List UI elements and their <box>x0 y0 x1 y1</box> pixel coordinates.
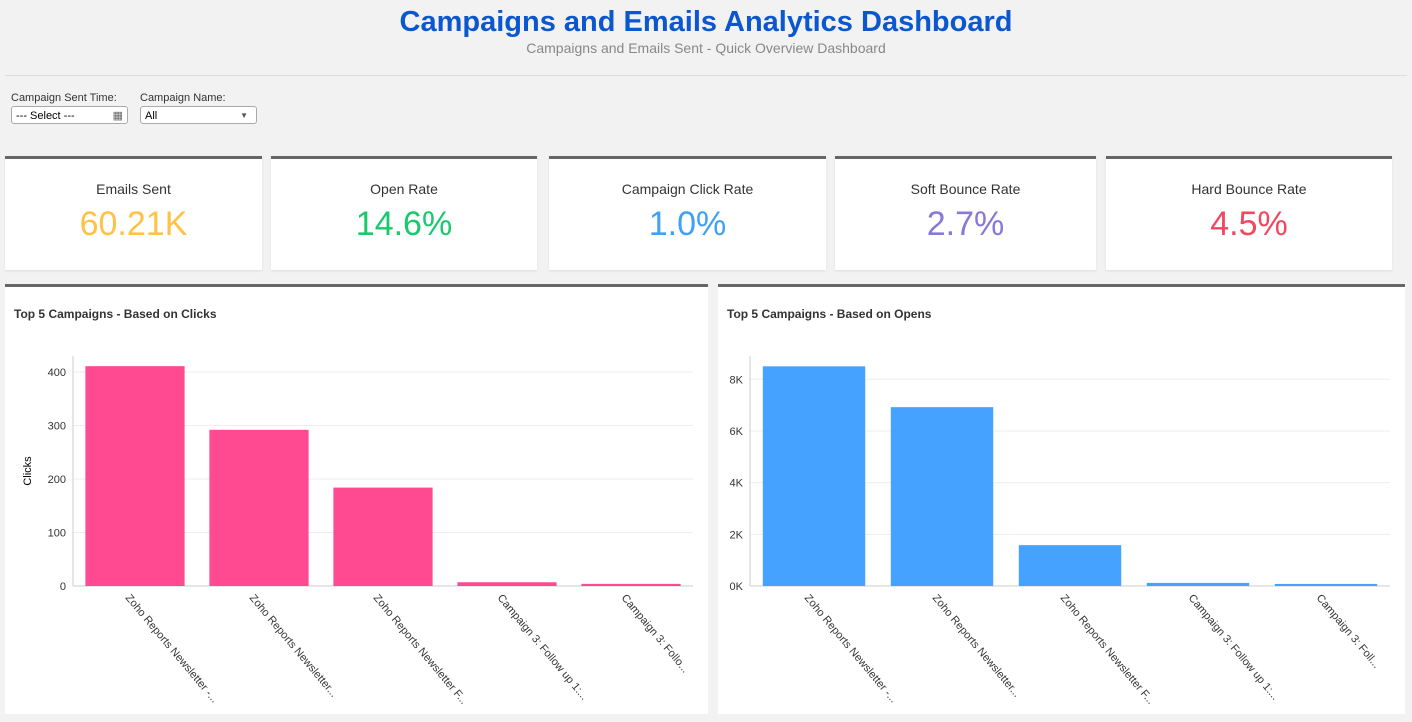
clicks-chart-panel: Top 5 Campaigns - Based on Clicks 0 100 20… <box>5 284 708 714</box>
y-tick-label: 0K <box>730 581 744 593</box>
sent-time-value: --- Select --- <box>16 110 75 122</box>
bar[interactable] <box>1146 582 1250 586</box>
x-tick-label: Zoho Reports Newsletter -... <box>123 592 221 705</box>
y-tick-label: 100 <box>48 528 66 540</box>
campaign-name-value: All <box>145 110 158 122</box>
x-tick-label: Zoho Reports Newsletter F... <box>371 592 470 706</box>
bar[interactable] <box>762 366 866 586</box>
y-tick-label: 8K <box>730 374 744 386</box>
kpi-card: Soft Bounce Rate 2.7% <box>835 156 1096 270</box>
bar[interactable] <box>209 429 309 586</box>
y-axis-label: Clicks <box>22 456 34 486</box>
sent-time-picker[interactable]: --- Select --- ▦ <box>11 106 128 124</box>
opens-chart: 0K2K4K6K8KTotal OpensZoho Reports Newsle… <box>699 356 1390 707</box>
page-subtitle: Campaigns and Emails Sent - Quick Overvi… <box>526 40 886 56</box>
divider <box>5 75 1407 76</box>
x-tick-label: Campaign 3: Foll... <box>1314 592 1383 670</box>
calendar-icon[interactable]: ▦ <box>112 110 123 122</box>
y-tick-label: 0 <box>60 581 66 593</box>
kpi-card: Open Rate 14.6% <box>271 156 537 270</box>
bar[interactable] <box>1018 545 1122 586</box>
y-tick-label: 200 <box>48 474 66 486</box>
x-tick-label: Campaign 3: Follow up 1:... <box>495 592 590 702</box>
bar[interactable] <box>85 366 185 586</box>
y-tick-label: 2K <box>730 529 744 541</box>
x-tick-label: Zoho Reports Newsletter... <box>930 592 1023 699</box>
kpi-value: 4.5% <box>1210 205 1288 243</box>
opens-chart-panel: Top 5 Campaigns - Based on Opens 0K 2K 4K 6… <box>699 284 1405 714</box>
kpi-label: Campaign Click Rate <box>621 181 754 197</box>
bar[interactable] <box>1274 583 1378 586</box>
y-tick-label: 300 <box>48 421 66 433</box>
bar[interactable] <box>890 407 994 586</box>
clicks-chart: 0 100 200 300 400 Clicks Zoho Reports Newslett… <box>22 356 693 707</box>
kpi-label: Emails Sent <box>96 181 171 197</box>
clicks-chart-title: Top 5 Campaigns - Based on Clicks <box>14 307 217 321</box>
kpi-value: 2.7% <box>926 205 1005 243</box>
kpi-value: 14.6% <box>355 205 453 243</box>
kpi-label: Hard Bounce Rate <box>1191 181 1307 197</box>
y-tick-label: 4K <box>730 478 744 490</box>
kpi-card: Hard Bounce Rate 4.5% <box>1106 156 1392 270</box>
x-tick-label: Campaign 3: Follo... <box>619 592 691 675</box>
x-tick-label: Zoho Reports Newsletter F... <box>1058 592 1157 706</box>
kpi-card: Emails Sent 60.21K <box>5 156 262 270</box>
y-tick-label: 6K <box>730 426 744 438</box>
y-tick-label: 400 <box>48 367 66 379</box>
x-tick-label: Zoho Reports Newsletter... <box>247 592 340 699</box>
bar[interactable] <box>333 487 433 586</box>
campaign-name-label: Campaign Name: <box>140 92 226 104</box>
x-tick-label: Campaign 3: Follow up 1:... <box>1186 592 1281 702</box>
kpi-card: Campaign Click Rate 1.0% <box>549 156 826 270</box>
bar[interactable] <box>457 582 557 586</box>
campaign-name-select[interactable]: All ▼ <box>140 106 257 124</box>
sent-time-label: Campaign Sent Time: <box>11 92 117 104</box>
kpi-value: 1.0% <box>648 205 727 243</box>
kpi-label: Open Rate <box>370 181 438 197</box>
opens-chart-title: Top 5 Campaigns - Based on Opens <box>727 307 932 321</box>
chevron-down-icon: ▼ <box>240 111 248 120</box>
x-tick-label: Zoho Reports Newsletter -... <box>802 592 900 705</box>
page-title: Campaigns and Emails Analytics Dashboard <box>399 6 1013 38</box>
kpi-label: Soft Bounce Rate <box>910 181 1021 197</box>
kpi-value: 60.21K <box>79 205 188 243</box>
bar[interactable] <box>581 583 681 586</box>
